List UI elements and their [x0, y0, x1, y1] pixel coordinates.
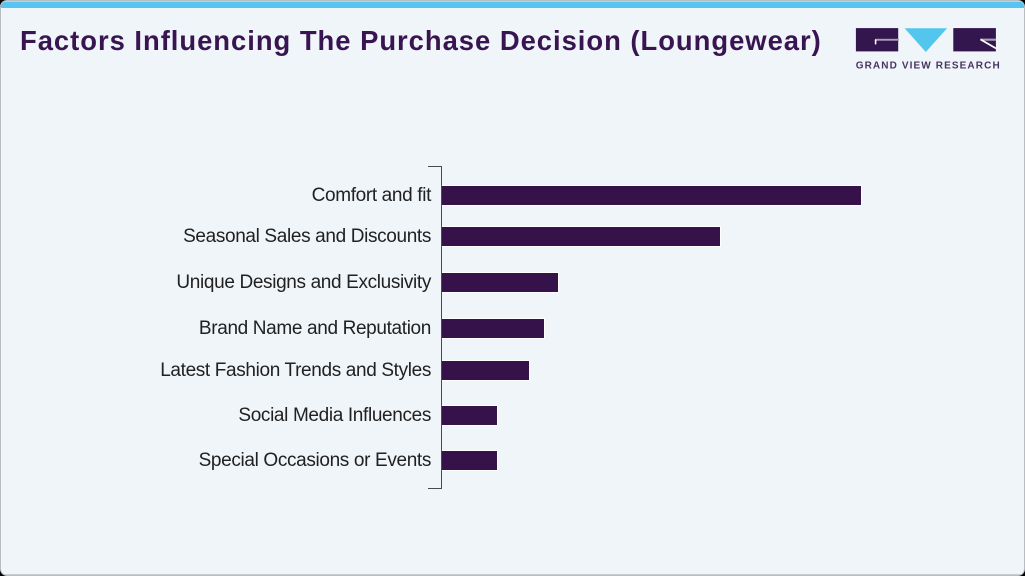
svg-text:GRAND VIEW RESEARCH: GRAND VIEW RESEARCH: [856, 60, 1000, 71]
